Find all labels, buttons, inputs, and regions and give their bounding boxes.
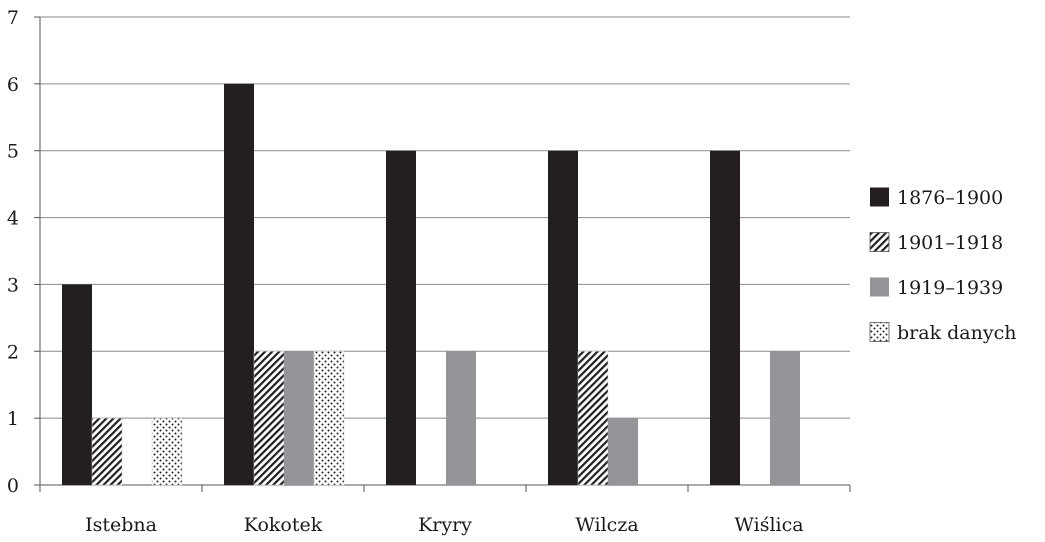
y-tick-label: 3 [7,274,19,296]
x-category-label: Kokotek [244,514,323,536]
x-category-label: Istebna [85,514,157,536]
legend-swatch-1 [870,187,889,207]
bar-istebna-series-1 [62,284,92,485]
x-category-label: Wiślica [734,514,803,536]
bar-wilcza-series-1 [548,150,578,485]
bar-kokotek-series-1 [224,83,254,485]
bar-wilcza-series-3 [608,418,638,485]
bar-istebna-series-2 [91,417,123,486]
bar-kokotek-series-3 [284,351,314,485]
x-category-label: Kryry [418,514,472,536]
bars [62,83,800,486]
legend: 1876–1900 1901–1918 1919–1939 brak danych [869,187,1016,344]
y-tick-label: 1 [7,408,19,430]
y-tick-label: 4 [7,208,19,230]
bar-wilcza-series-2 [577,351,609,486]
bar-kryry-series-1 [386,150,416,485]
y-tick-label: 7 [7,7,19,29]
y-tick-label: 2 [7,341,19,363]
y-tick-label: 5 [7,141,19,163]
legend-swatch-4 [869,322,890,342]
legend-label-3: 1919–1939 [897,277,1003,299]
y-tick-label: 0 [7,475,19,497]
gridlines [40,16,850,419]
legend-swatch-3 [870,277,889,297]
legend-label-1: 1876–1900 [897,187,1003,209]
legend-swatch-2 [869,232,890,252]
x-category-label: Wilcza [575,514,638,536]
bar-kokotek-series-4 [313,351,345,486]
bar-kryry-series-3 [446,351,476,485]
bar-wiślica-series-1 [710,150,740,485]
bar-istebna-series-4 [151,417,183,486]
bar-wiślica-series-3 [770,351,800,485]
legend-label-2: 1901–1918 [897,232,1003,254]
legend-label-4: brak danych [897,322,1016,344]
axis-labels: 0 1 2 3 4 5 6 7 Istebna Kokotek Kryry Wilcza Wiślica [7,7,804,536]
bar-kokotek-series-2 [253,351,285,486]
y-tick-label: 6 [7,74,19,96]
